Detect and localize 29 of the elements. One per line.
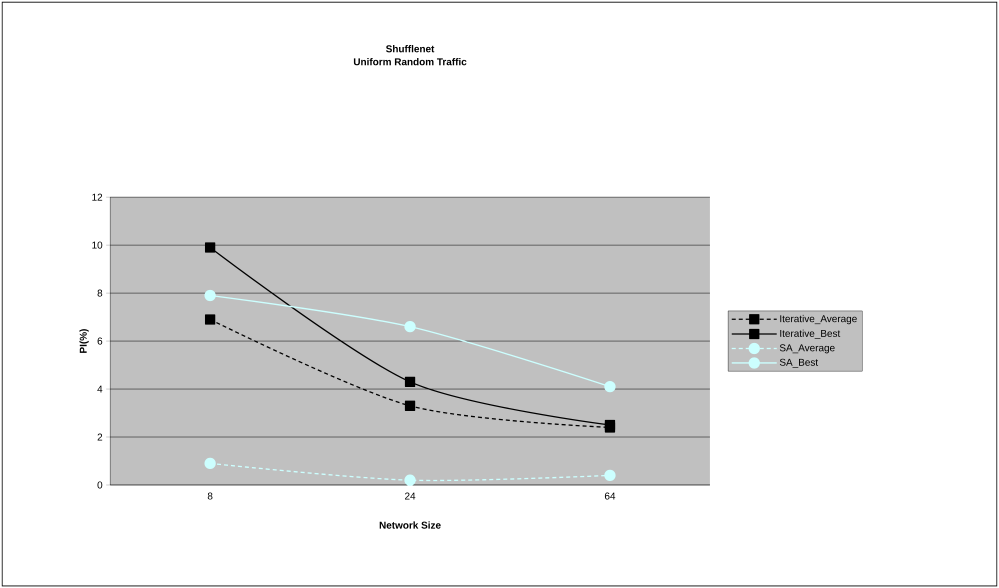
- y-tick-label: 4: [97, 386, 102, 392]
- point: [404, 320, 416, 332]
- point: [404, 376, 416, 387]
- y-tick-label: 10: [92, 241, 102, 249]
- legend-label: Iterative_Best: [780, 330, 840, 339]
- x-axis-title: Network Size: [380, 521, 441, 529]
- legend-label: Iterative_Average: [780, 314, 857, 324]
- point: [404, 400, 416, 411]
- x-tick-label: 64: [604, 492, 616, 500]
- chart-subtitle: Uniform Random Traffic: [354, 58, 466, 66]
- point: [204, 290, 216, 302]
- y-tick-label: 8: [98, 289, 102, 297]
- legend-label: SA_Best: [780, 358, 818, 368]
- point: [604, 470, 616, 481]
- point: [604, 420, 616, 430]
- y-axis-title: PI(%): [79, 329, 89, 353]
- y-tick-label: 0: [97, 481, 102, 488]
- point: [404, 474, 416, 486]
- x-tick-label: 8: [208, 492, 212, 500]
- y-tick-label: 6: [98, 337, 102, 344]
- point: [604, 380, 616, 392]
- chart-title: Shufflenet: [386, 44, 434, 52]
- y-tick-label: 2: [98, 433, 102, 440]
- point: [204, 314, 216, 325]
- legend-label: SA_Average: [780, 344, 835, 354]
- x-tick-label: 24: [405, 492, 416, 500]
- point: [204, 242, 216, 253]
- point: [204, 458, 216, 469]
- y-tick-label: 12: [92, 194, 102, 201]
